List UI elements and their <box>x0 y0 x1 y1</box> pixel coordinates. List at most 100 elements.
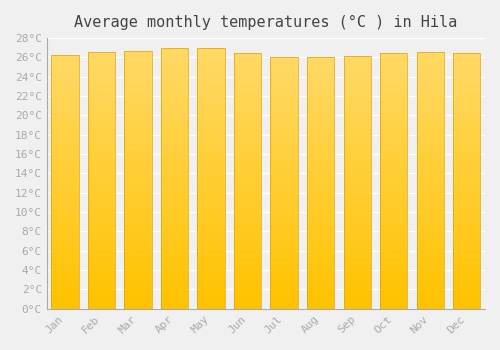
Bar <box>453 219 480 222</box>
Bar <box>124 254 152 257</box>
Bar <box>453 104 480 106</box>
Bar <box>161 259 188 262</box>
Bar <box>344 56 371 309</box>
Bar <box>307 294 334 296</box>
Bar <box>270 276 298 279</box>
Bar <box>307 201 334 203</box>
Bar <box>344 198 371 200</box>
Bar <box>380 68 407 71</box>
Bar <box>161 58 188 61</box>
Bar <box>344 150 371 152</box>
Bar <box>380 132 407 135</box>
Bar <box>416 232 444 234</box>
Bar <box>344 59 371 62</box>
Bar <box>380 206 407 209</box>
Bar <box>52 88 79 90</box>
Bar <box>344 84 371 87</box>
Bar <box>52 161 79 164</box>
Bar <box>124 180 152 182</box>
Bar <box>380 188 407 191</box>
Bar <box>161 144 188 147</box>
Bar <box>307 261 334 264</box>
Bar <box>307 128 334 130</box>
Bar <box>307 103 334 105</box>
Bar <box>270 233 298 236</box>
Bar <box>453 306 480 309</box>
Bar <box>124 265 152 267</box>
Bar <box>234 52 262 309</box>
Bar <box>453 89 480 91</box>
Bar <box>198 251 225 254</box>
Bar <box>344 92 371 94</box>
Bar <box>234 252 262 255</box>
Bar <box>52 176 79 179</box>
Bar <box>124 100 152 102</box>
Bar <box>344 142 371 145</box>
Bar <box>344 122 371 125</box>
Bar <box>52 126 79 128</box>
Bar <box>270 57 298 309</box>
Bar <box>88 180 116 183</box>
Bar <box>234 229 262 232</box>
Bar <box>234 106 262 109</box>
Bar <box>88 252 116 255</box>
Bar <box>344 168 371 170</box>
Bar <box>344 213 371 215</box>
Bar <box>52 192 79 194</box>
Bar <box>234 76 262 78</box>
Bar <box>52 263 79 266</box>
Bar <box>270 85 298 88</box>
Bar <box>124 172 152 175</box>
Bar <box>307 98 334 100</box>
Bar <box>344 170 371 173</box>
Bar <box>88 152 116 154</box>
Bar <box>453 245 480 247</box>
Bar <box>380 306 407 309</box>
Bar <box>88 162 116 165</box>
Bar <box>307 299 334 301</box>
Bar <box>198 108 225 110</box>
Bar <box>161 236 188 238</box>
Bar <box>52 123 79 126</box>
Bar <box>380 278 407 281</box>
Bar <box>344 215 371 218</box>
Bar <box>344 286 371 288</box>
Bar <box>198 238 225 241</box>
Bar <box>270 138 298 140</box>
Bar <box>307 138 334 140</box>
Bar <box>234 173 262 176</box>
Bar <box>270 103 298 105</box>
Bar <box>344 125 371 127</box>
Bar <box>344 306 371 309</box>
Bar <box>416 131 444 134</box>
Bar <box>124 126 152 128</box>
Bar <box>380 265 407 268</box>
Bar <box>88 90 116 93</box>
Bar <box>234 214 262 217</box>
Bar <box>198 168 225 170</box>
Bar <box>198 87 225 90</box>
Bar <box>88 219 116 221</box>
Bar <box>198 215 225 217</box>
Bar <box>161 71 188 74</box>
Bar <box>234 63 262 65</box>
Bar <box>234 101 262 104</box>
Bar <box>416 268 444 270</box>
Bar <box>234 247 262 250</box>
Bar <box>124 226 152 229</box>
Bar <box>234 273 262 275</box>
Bar <box>270 291 298 294</box>
Bar <box>307 289 334 291</box>
Bar <box>198 270 225 272</box>
Bar <box>344 145 371 147</box>
Bar <box>307 223 334 226</box>
Bar <box>52 210 79 212</box>
Bar <box>307 120 334 123</box>
Bar <box>380 163 407 165</box>
Bar <box>198 204 225 207</box>
Bar <box>307 304 334 306</box>
Bar <box>453 278 480 281</box>
Bar <box>234 196 262 198</box>
Bar <box>416 262 444 265</box>
Bar <box>270 80 298 83</box>
